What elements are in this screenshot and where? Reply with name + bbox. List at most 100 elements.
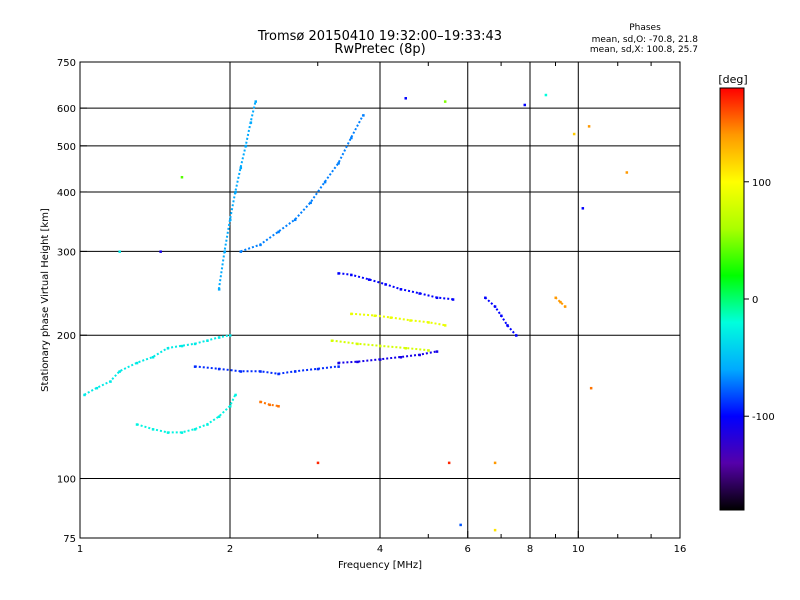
echo-point [206,339,209,342]
y-tick-label: 600 [57,104,76,115]
echo-point [234,190,237,194]
x-tick-label: 10 [572,544,585,555]
echo-point [389,316,393,319]
echo-point [447,461,451,465]
echo-point [459,523,462,527]
echo-point [151,356,155,359]
colorbar: 100 0 -100 [719,87,775,511]
echo-point [379,344,382,348]
echo-point [356,342,359,346]
echo-point [350,136,353,140]
echo-point [399,356,403,359]
echo-point [316,367,320,371]
echo-point [443,324,447,327]
echo-point [293,218,297,222]
echo-point [109,380,112,383]
echo-point [427,321,430,324]
echo-point [268,403,271,407]
echo-trace [217,101,257,290]
echo-point [249,121,253,124]
echo-point [166,347,170,350]
echo-point [217,336,221,339]
echo-trace [83,334,231,396]
echo-point [217,367,221,371]
y-tick-label: 750 [57,58,76,69]
echo-point [443,100,447,103]
echo-point [367,278,371,281]
echo-point [135,423,139,426]
echo-point [239,370,243,373]
echo-trace [351,312,446,327]
echo-point [254,100,257,103]
echo-point [244,144,248,148]
echo-point [544,93,548,97]
echo-point [277,405,280,408]
echo-point [581,207,585,210]
plot-area: 1 2 4 6 8 10 16 75 100 200 300 400 500 600 750 [57,58,686,555]
echo-point [625,171,629,174]
echo-point [435,296,439,300]
echo-point [223,250,227,253]
echo-point [554,296,557,300]
echo-point [493,305,497,308]
echo-trace [338,350,437,364]
echo-point [493,528,497,532]
echo-point [83,393,86,397]
echo-point [323,180,327,184]
echo-point [330,339,334,342]
echo-point [193,365,197,368]
echo-trace [240,114,364,253]
echo-point [234,393,237,397]
echo-point [159,250,162,253]
echo-point [118,250,121,253]
echo-point [151,428,155,431]
echo-point [427,349,430,352]
x-tick-label: 4 [377,544,383,555]
echo-point [563,305,567,308]
echo-point [523,103,527,107]
echo-point [293,370,297,373]
echo-point [435,350,439,353]
stats-x-line: mean, sd,X: 100.8, 25.7 [590,45,698,55]
echo-point [180,175,184,179]
echo-point [229,334,232,337]
echo-point [418,292,421,295]
echo-point [193,428,197,431]
x-tick-label: 8 [527,544,533,555]
echo-point [404,97,407,100]
echo-trace [338,272,453,301]
echo-point [356,360,359,364]
echo-point [259,400,262,404]
y-tick-label: 500 [57,142,76,153]
echo-point [337,361,340,365]
x-axis-label: Frequency [MHz] [338,560,422,571]
chart-title: Tromsø 20150410 19:32:00–19:33:43 [257,29,502,44]
echo-point [118,370,121,373]
echo-point [362,114,365,117]
echo-point [166,431,170,434]
echo-point [337,365,340,368]
echo-point [500,314,503,318]
x-tick-label: 16 [674,544,687,555]
echo-point [350,312,353,316]
echo-point [217,288,221,291]
y-tick-label: 100 [57,475,76,486]
echo-point [572,132,576,136]
echo-point [373,314,377,318]
echo-point [206,423,209,426]
y-tick-label: 200 [57,331,76,342]
echo-point [309,201,312,205]
echo-point [350,273,353,277]
echo-point [587,125,591,128]
echo-point [506,324,509,327]
echo-point [337,162,340,165]
colorbar-unit-label: [deg] [718,73,747,86]
x-tick-label: 6 [465,544,471,555]
echo-point [418,353,421,357]
echo-point [379,358,382,361]
echo-point [515,334,518,337]
echo-point [316,461,320,465]
echo-point [180,344,184,348]
echo-point [404,347,407,350]
echo-point [337,272,340,275]
